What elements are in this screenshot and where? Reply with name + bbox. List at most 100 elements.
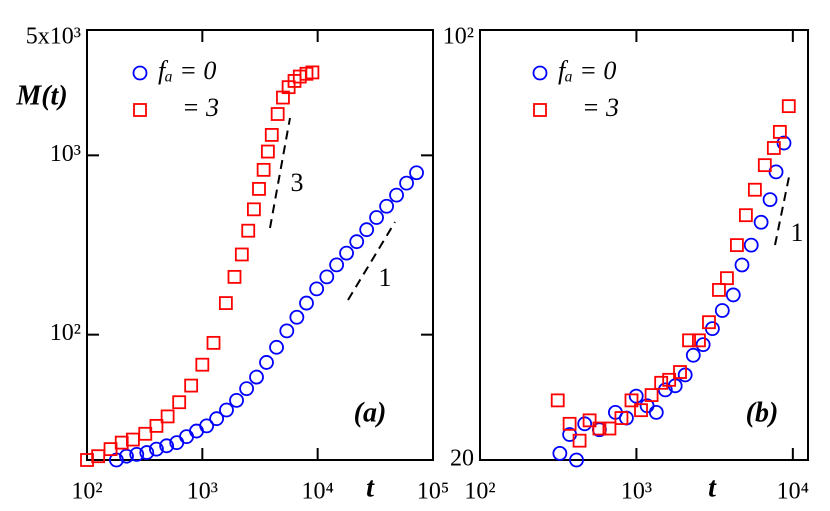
plot-frame [86, 29, 434, 461]
data-point [379, 198, 395, 214]
x-axis-label: t [366, 472, 375, 503]
data-point [712, 283, 726, 297]
data-point [149, 418, 164, 433]
data-point [270, 107, 285, 121]
slope-label: 1 [379, 263, 392, 292]
data-point [149, 441, 164, 457]
data-point [753, 214, 769, 230]
legend-label: fₐ = 0 [558, 56, 616, 85]
data-point [241, 223, 256, 238]
data-point [734, 257, 750, 273]
data-point [279, 323, 295, 339]
data-point [179, 429, 194, 445]
slope-label: 1 [791, 218, 804, 247]
data-point [359, 222, 375, 238]
data-point [692, 333, 706, 348]
data-point [119, 448, 134, 464]
slope-label: 3 [291, 168, 304, 197]
x-tick-label: 10² [464, 479, 495, 505]
legend-label: fₐ = 0 [158, 56, 216, 85]
data-point [634, 403, 648, 418]
data-point [129, 446, 145, 462]
data-point [747, 182, 762, 197]
data-point [247, 202, 261, 217]
data-point [256, 162, 271, 177]
slope-guide [269, 117, 291, 229]
data-point [227, 269, 242, 284]
data-point [264, 128, 279, 142]
data-point [685, 347, 701, 363]
data-point [260, 144, 275, 159]
data-point [329, 257, 345, 273]
data-point [776, 135, 792, 151]
x-tick-label: 10⁴ [301, 479, 333, 505]
data-point [234, 247, 249, 262]
data-point [725, 287, 741, 303]
data-point [577, 416, 593, 432]
x-tick-label: 10⁵ [417, 479, 449, 505]
data-point [730, 238, 744, 253]
data-point [114, 435, 129, 450]
data-point [159, 438, 175, 454]
data-point [138, 426, 153, 441]
data-point [139, 445, 155, 460]
data-point [743, 237, 759, 253]
x-axis-label: t [708, 472, 717, 503]
data-point [762, 192, 778, 208]
legend-marker [132, 65, 148, 81]
data-point [648, 405, 664, 420]
data-point [720, 271, 734, 286]
data-point [714, 303, 730, 318]
legend-marker [133, 103, 147, 117]
data-point [781, 99, 796, 114]
data-point [399, 175, 414, 191]
data-point [184, 378, 199, 393]
data-point [289, 309, 305, 325]
legend-label: = 3 [182, 93, 219, 122]
data-point [172, 395, 187, 410]
y-tick-label: 20 [450, 446, 474, 472]
data-point [738, 208, 753, 223]
panel-label: (a) [354, 397, 387, 428]
data-point [259, 355, 274, 370]
plot-frame [479, 29, 809, 461]
y-tick-label: 10² [50, 320, 81, 346]
data-point [695, 337, 711, 353]
data-point [409, 165, 424, 181]
data-point [766, 141, 781, 155]
legend-marker [533, 103, 547, 117]
data-point [602, 421, 617, 436]
data-point [562, 416, 577, 431]
data-point [673, 365, 687, 379]
data-point [550, 393, 565, 408]
slope-guide [774, 171, 791, 246]
legend-label: = 3 [582, 93, 619, 122]
panel-label: (b) [746, 397, 779, 428]
data-point [91, 449, 106, 464]
data-point [195, 357, 210, 372]
data-point [218, 296, 233, 310]
data-point [269, 339, 284, 355]
data-point [349, 234, 365, 250]
data-point [252, 181, 266, 196]
data-point [614, 411, 629, 425]
data-point [206, 335, 221, 350]
data-point [644, 388, 659, 402]
data-point [702, 315, 716, 330]
data-point [305, 65, 320, 80]
y-axis-label: M(t) [15, 80, 67, 111]
data-point [682, 333, 696, 348]
data-point [582, 413, 597, 428]
data-point [369, 210, 384, 225]
data-point [662, 372, 677, 387]
data-point [125, 432, 140, 447]
data-point [229, 392, 244, 408]
legend-marker [532, 65, 548, 81]
data-point [772, 124, 787, 139]
data-point [592, 421, 607, 436]
y-tick-label: 10³ [50, 141, 81, 167]
y-tick-label: 5x10³ [26, 24, 81, 50]
data-point [654, 375, 669, 390]
data-point [339, 245, 354, 261]
